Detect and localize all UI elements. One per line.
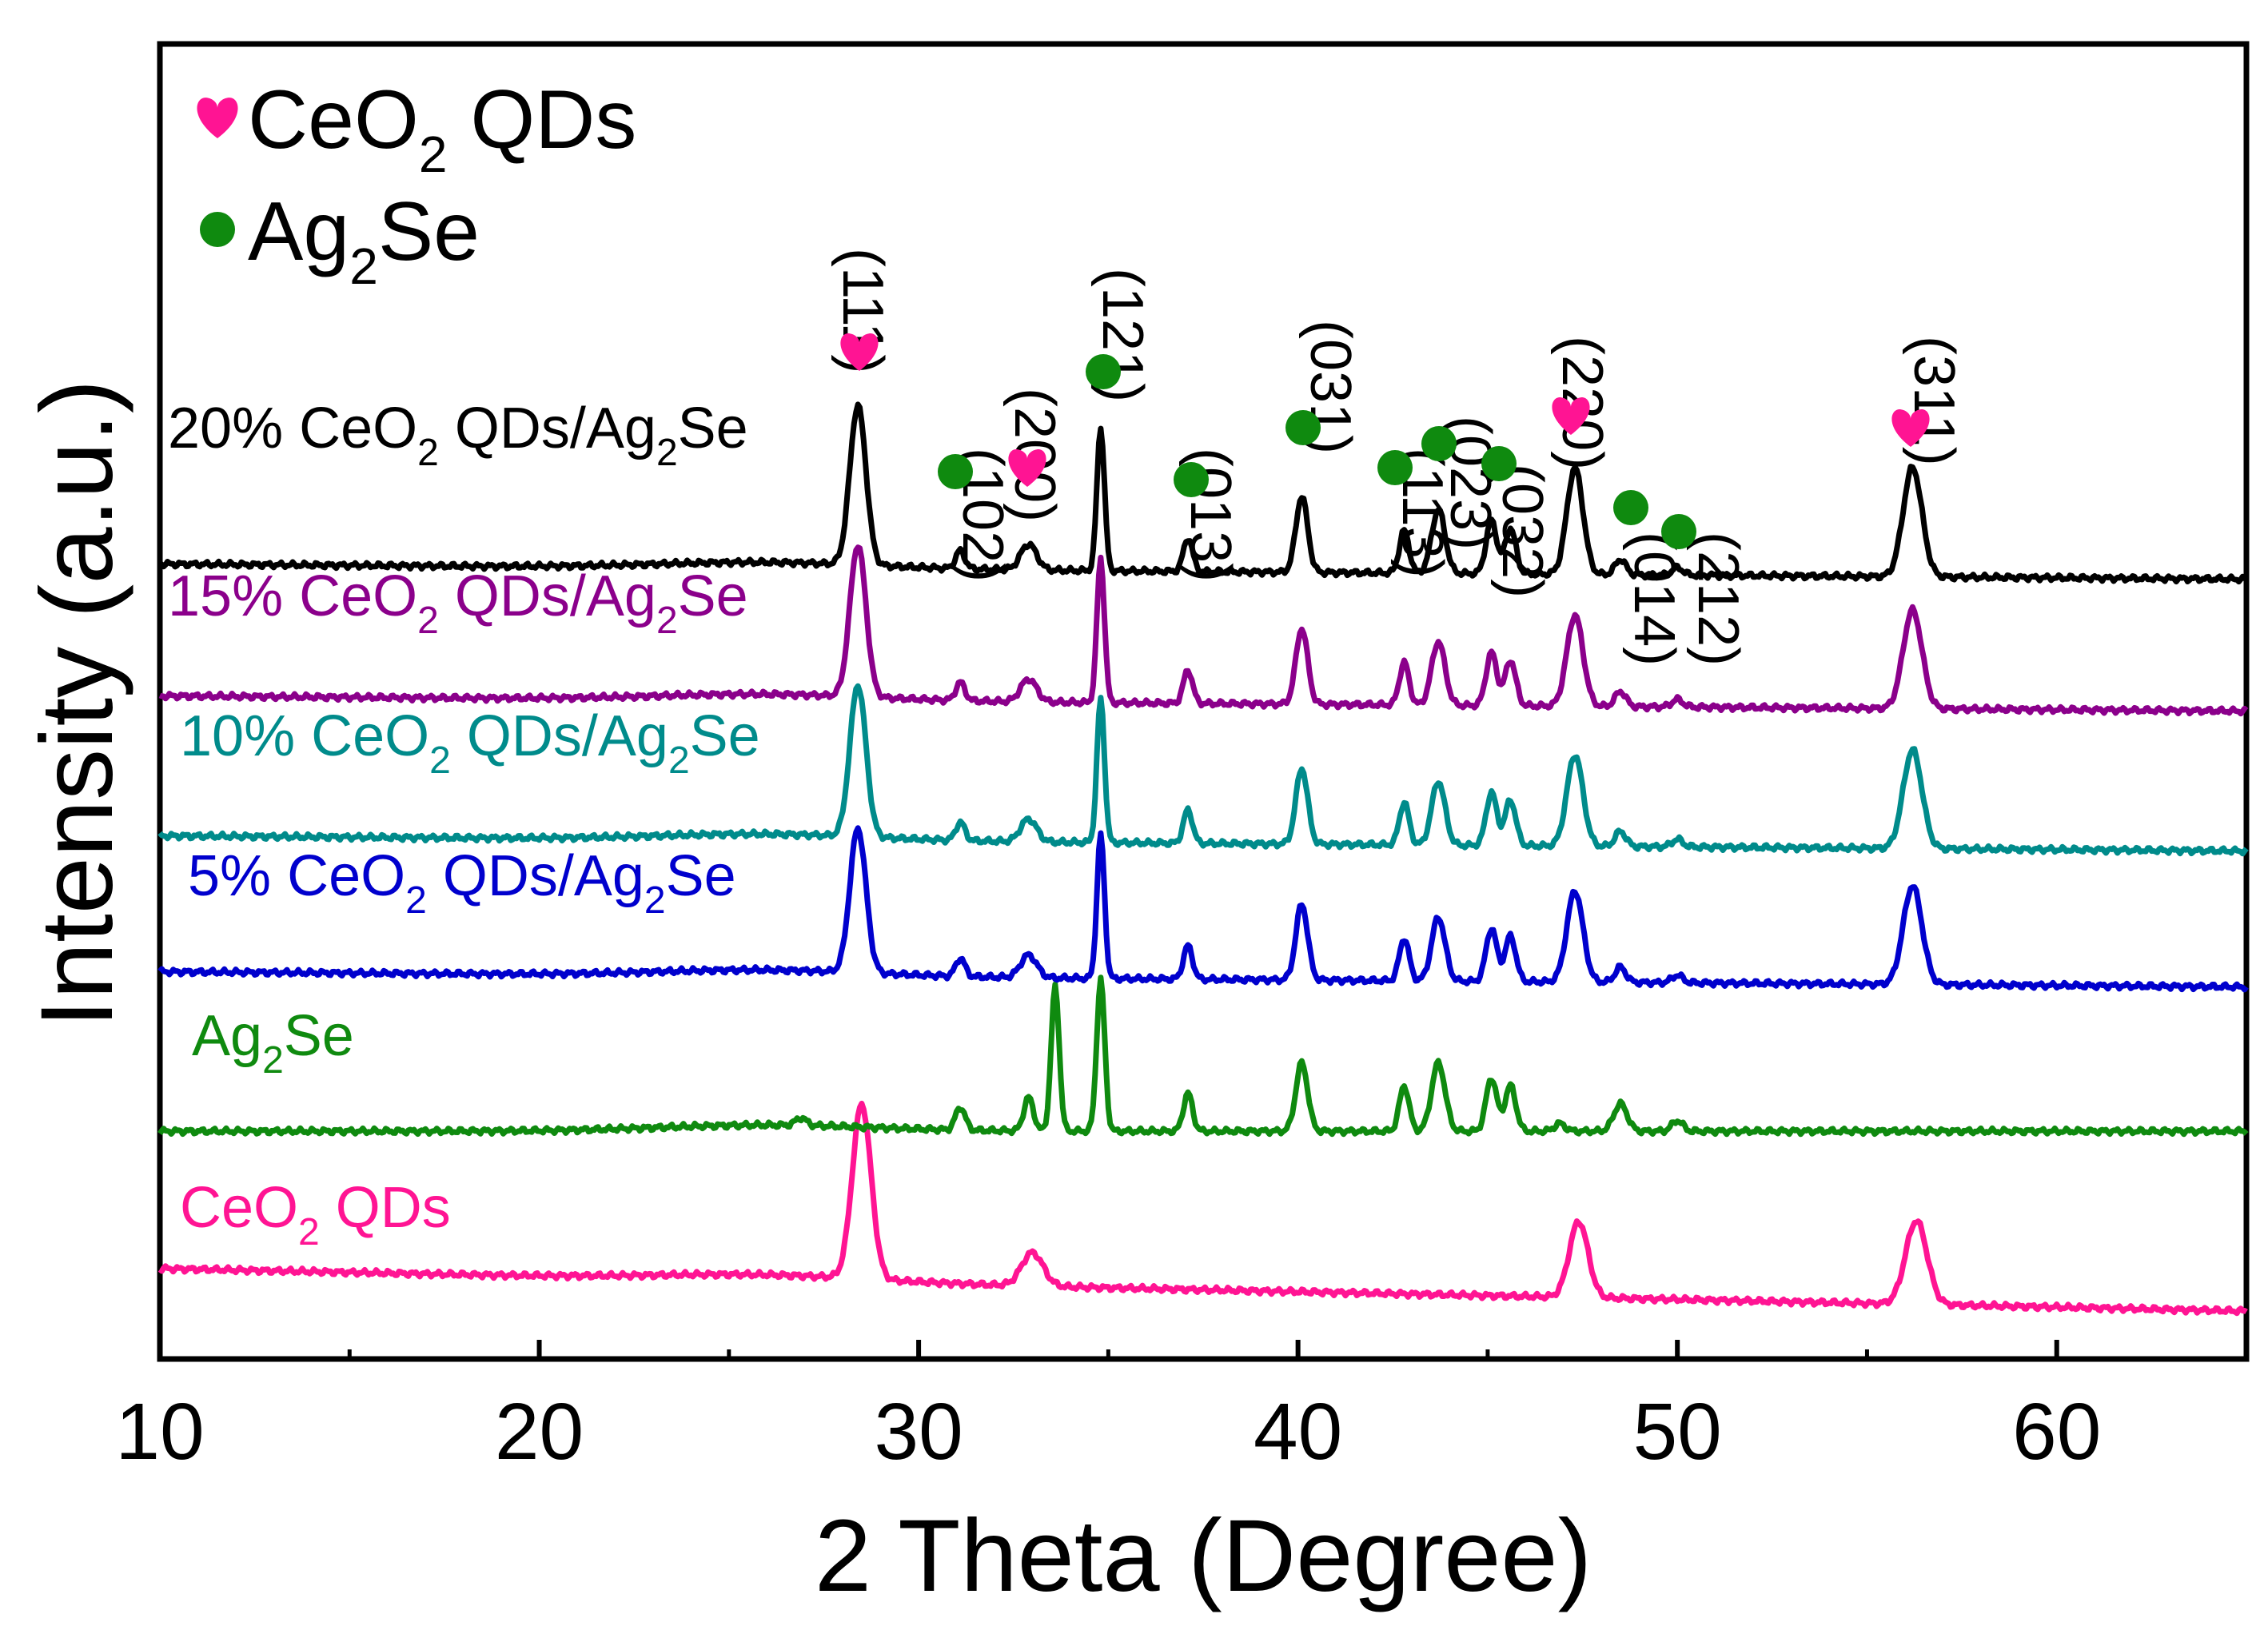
hkl-label-8: (032) (1490, 464, 1554, 598)
x-axis-ticks: 10 20 30 40 50 60 (115, 1340, 2101, 1477)
x-tick-label: 10 (115, 1387, 204, 1477)
ag2se-peak-circle-icon (1285, 410, 1321, 445)
legend-label-1: Ag2Se (248, 185, 480, 295)
series-line-3 (157, 683, 2249, 857)
series-label-3: 10% CeO2 QDs/Ag2Se (180, 704, 760, 782)
ag2se-peak-circle-icon (1086, 354, 1121, 389)
series-label-0: CeO2 QDs (180, 1176, 451, 1253)
series-line-0 (157, 1100, 2248, 1317)
x-tick-label: 30 (874, 1387, 963, 1477)
ceo2-peak-heart-icon (1891, 409, 1930, 447)
peak-annotation-layer: (111)(102)(200)(121)(013)(031)(113)(023)… (831, 248, 1966, 666)
legend-label-0: CeO2 QDs (248, 74, 636, 183)
hkl-label-11: (212) (1686, 532, 1750, 666)
ceo2-peak-heart-icon (1552, 397, 1590, 435)
ag2se-peak-circle-icon (1421, 426, 1457, 461)
hkl-label-12: (311) (1902, 336, 1966, 466)
ag2se-peak-circle-icon (1174, 462, 1209, 497)
series-label-1: Ag2Se (192, 1004, 354, 1082)
hkl-label-10: (014) (1622, 532, 1686, 666)
series-line-5 (158, 401, 2248, 585)
series-label-2: 5% CeO2 QDs/Ag2Se (188, 844, 736, 922)
x-tick-label: 50 (1633, 1387, 1722, 1477)
series-layer (157, 401, 2249, 1317)
ag2se-peak-circle-icon (1377, 450, 1413, 485)
x-tick-label: 60 (2012, 1387, 2101, 1477)
x-tick-label: 40 (1254, 1387, 1342, 1477)
x-axis-title: 2 Theta (Degree) (815, 1499, 1592, 1613)
ag2se-peak-circle-icon (1613, 490, 1648, 525)
series-label-4: 15% CeO2 QDs/Ag2Se (168, 564, 748, 642)
ag2se-peak-circle-icon (938, 454, 973, 489)
series-label-5: 20% CeO2 QDs/Ag2Se (168, 397, 748, 474)
series-label-layer: CeO2 QDs Ag2Se 5% CeO2 QDs/Ag2Se 10% CeO2 Q… (168, 397, 760, 1253)
legend-heart-icon (197, 98, 238, 138)
plot-frame (157, 41, 2250, 1362)
ag2se-peak-circle-icon (1661, 514, 1696, 549)
series-line-4 (158, 544, 2249, 717)
series-line-1 (157, 974, 2249, 1138)
series-line-2 (157, 825, 2249, 993)
legend-circle-icon (200, 212, 235, 247)
y-axis-title: Intensity (a.u.) (20, 380, 134, 1028)
ceo2-peak-heart-icon (840, 333, 879, 371)
ceo2-peak-heart-icon (1008, 449, 1046, 487)
x-tick-label: 20 (495, 1387, 584, 1477)
ag2se-peak-circle-icon (1481, 446, 1517, 481)
